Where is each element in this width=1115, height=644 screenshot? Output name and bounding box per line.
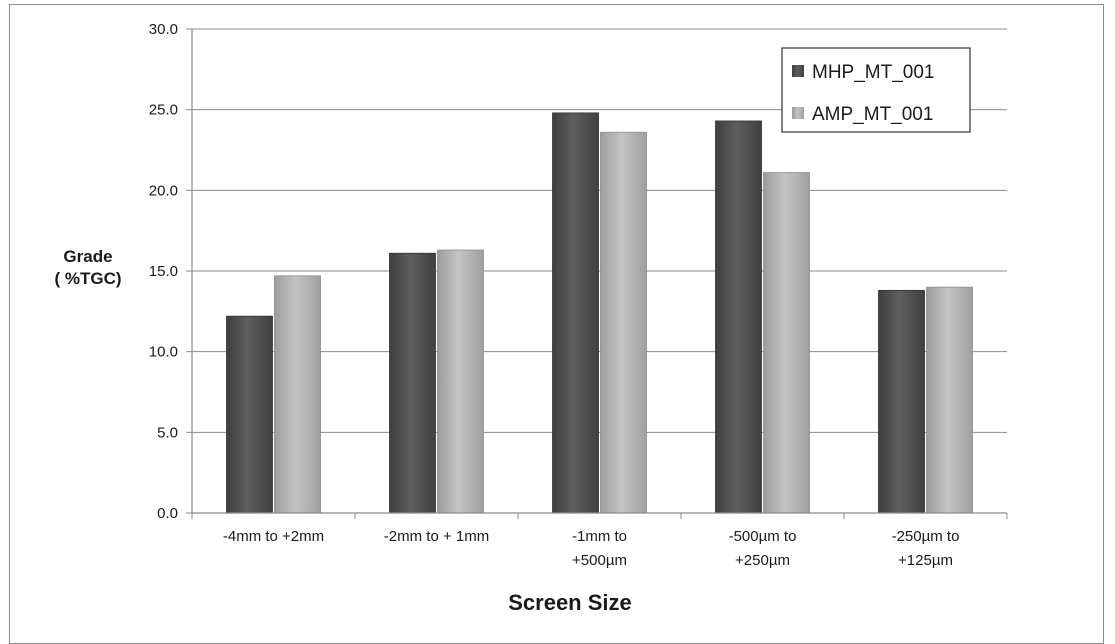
y-axis-ticks: 0.0 5.0 10.0 15.0 20.0 25.0 30.0 [149,21,192,522]
bars [226,112,973,514]
x-tick-label: +250µm [735,552,790,569]
y-tick-label: 20.0 [149,182,178,199]
bar-mhp-mt-001-2 [552,112,599,514]
legend-swatch-mhp [792,65,804,77]
y-axis-title-line2: ( %TGC) [54,269,121,288]
y-tick-label: 25.0 [149,102,178,119]
bar-mhp-mt-001-4 [878,289,925,514]
x-tick-label: +125µm [898,552,953,569]
bar-mhp-mt-001-1 [389,252,436,514]
bar-amp-mt-001-0 [274,275,321,514]
x-tick-label: -250µm to [892,528,960,545]
bar-mhp-mt-001-3 [715,120,762,514]
x-tick-label: -2mm to + 1mm [384,528,489,545]
x-tick-label: -1mm to [572,528,627,545]
y-tick-label: 30.0 [149,21,178,38]
y-tick-label: 0.0 [157,505,178,522]
legend-swatch-amp [792,107,804,119]
legend-label-amp: AMP_MT_001 [812,104,933,125]
bar-amp-mt-001-3 [763,172,810,514]
y-tick-label: 15.0 [149,263,178,280]
x-tick-label: +500µm [572,552,627,569]
legend-label-mhp: MHP_MT_001 [812,62,935,83]
bar-amp-mt-001-4 [926,286,973,514]
x-tick-label: -500µm to [729,528,797,545]
bar-amp-mt-001-1 [437,249,484,514]
x-axis-title: Screen Size [508,590,632,615]
y-axis-title-line1: Grade [63,247,112,266]
legend: MHP_MT_001 AMP_MT_001 [781,47,971,133]
bar-chart: 0.05.010.015.020.025.030.0 -4mm to +2mm -… [54,21,1008,615]
bar-mhp-mt-001-0 [226,315,273,514]
legend-box [781,47,971,133]
gridlines [192,28,1007,433]
bar-amp-mt-001-2 [600,131,647,514]
x-axis-ticks: -4mm to +2mm -2mm to + 1mm -1mm to +500µm -5… [191,513,1008,569]
y-tick-label: 5.0 [157,424,178,441]
y-tick-label: 10.0 [149,344,178,361]
x-tick-label: -4mm to +2mm [223,528,324,545]
